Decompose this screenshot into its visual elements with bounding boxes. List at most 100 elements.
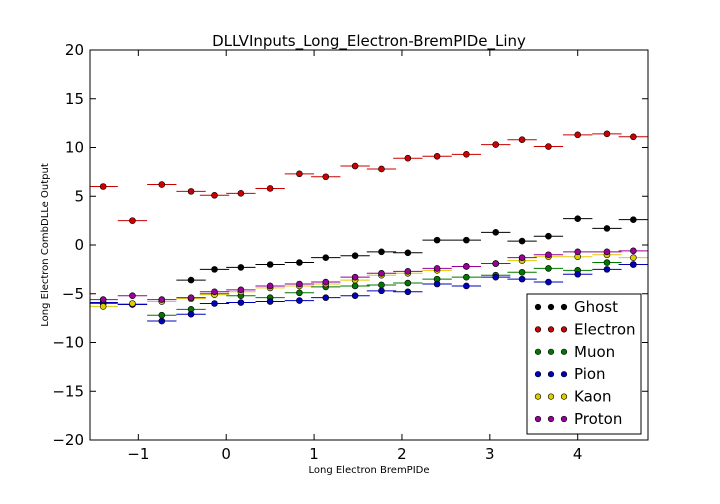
- data-point: [296, 280, 303, 288]
- data-point: [463, 273, 470, 281]
- y-tick-label: 10: [65, 139, 84, 157]
- data-point: [99, 183, 107, 190]
- data-point: [545, 251, 552, 259]
- data-point: [322, 254, 330, 261]
- legend-marker: [547, 348, 555, 355]
- legend-label: Electron: [574, 320, 636, 338]
- data-point: [545, 143, 552, 150]
- data-point: [158, 311, 166, 319]
- legend-marker: [560, 393, 568, 400]
- data-point: [187, 188, 195, 195]
- data-point: [545, 232, 552, 240]
- y-tick-label: 15: [65, 90, 84, 108]
- data-point: [211, 266, 218, 273]
- legend-label: Ghost: [574, 298, 618, 316]
- legend-entry-kaon: Kaon: [534, 388, 611, 406]
- series-proton: [90, 247, 648, 303]
- data-point: [158, 181, 166, 188]
- data-point: [351, 282, 359, 290]
- y-tick-label: −10: [52, 334, 84, 352]
- legend: Ghost Electron Muon Pion Kaon Proton: [526, 293, 642, 435]
- data-point: [574, 248, 582, 256]
- data-point: [158, 317, 166, 325]
- data-point: [404, 279, 412, 287]
- data-point: [158, 296, 166, 303]
- data-point: [211, 300, 218, 307]
- legend-marker: [534, 326, 542, 333]
- data-point: [378, 287, 385, 295]
- data-point: [404, 288, 412, 296]
- data-point: [433, 236, 441, 244]
- data-point: [574, 270, 582, 278]
- legend-marker: [534, 393, 542, 400]
- data-point: [351, 273, 359, 281]
- legend-entry-pion: Pion: [534, 365, 606, 383]
- data-point: [404, 249, 412, 257]
- data-point: [99, 296, 107, 303]
- chart-title: DLLVInputs_Long_Electron-BremPIDe_Liny: [212, 32, 526, 51]
- legend-label: Pion: [574, 365, 606, 383]
- y-tick-label: −5: [62, 285, 84, 303]
- legend-marker: [534, 415, 542, 423]
- data-point: [630, 216, 637, 223]
- data-point: [99, 303, 107, 310]
- data-point: [630, 133, 637, 141]
- y-tick-label: 0: [74, 236, 84, 254]
- plot-area: [90, 130, 648, 325]
- data-point: [518, 268, 526, 276]
- data-point: [211, 191, 218, 199]
- data-point: [630, 261, 637, 268]
- data-point: [266, 185, 274, 192]
- legend-label: Muon: [574, 343, 615, 361]
- data-point: [492, 229, 500, 236]
- data-point: [296, 289, 303, 297]
- legend-marker: [547, 303, 555, 311]
- legend-entry-proton: Proton: [534, 410, 622, 428]
- legend-marker: [534, 348, 542, 355]
- legend-label: Proton: [574, 410, 622, 428]
- legend-label: Kaon: [574, 388, 611, 406]
- data-point: [433, 265, 441, 272]
- data-point: [603, 130, 611, 138]
- data-point: [574, 131, 582, 139]
- y-tick-label: 20: [65, 41, 84, 59]
- y-tick-label: −20: [52, 431, 84, 449]
- x-tick-label: 0: [221, 445, 231, 463]
- legend-marker: [547, 326, 555, 333]
- data-point: [129, 300, 136, 307]
- data-point: [545, 265, 552, 272]
- legend-marker: [547, 393, 555, 400]
- data-point: [266, 261, 274, 268]
- data-point: [211, 288, 218, 296]
- y-tick-label: −15: [52, 382, 84, 400]
- series-ghost: [176, 215, 648, 284]
- y-axis-label: Long Electron CombDLLe Output: [40, 163, 51, 327]
- data-point: [187, 294, 195, 301]
- legend-marker: [560, 348, 568, 355]
- data-point: [463, 263, 470, 270]
- data-point: [463, 236, 470, 244]
- series-pion: [90, 261, 648, 325]
- data-point: [237, 286, 245, 294]
- data-point: [378, 165, 385, 173]
- data-point: [187, 276, 195, 284]
- legend-marker: [560, 371, 568, 378]
- data-point: [296, 259, 303, 266]
- data-point: [322, 278, 330, 286]
- legend-marker: [560, 326, 568, 333]
- data-point: [378, 281, 385, 289]
- legend-marker: [547, 371, 555, 378]
- x-tick-label: 2: [397, 445, 407, 463]
- data-point: [237, 190, 245, 197]
- data-point: [433, 280, 441, 288]
- legend-marker: [560, 415, 568, 423]
- data-point: [237, 264, 245, 271]
- data-point: [603, 266, 611, 273]
- data-point: [296, 297, 303, 304]
- data-point: [351, 162, 359, 170]
- data-point: [351, 252, 359, 260]
- data-point: [492, 273, 500, 281]
- x-tick-label: 1: [309, 445, 319, 463]
